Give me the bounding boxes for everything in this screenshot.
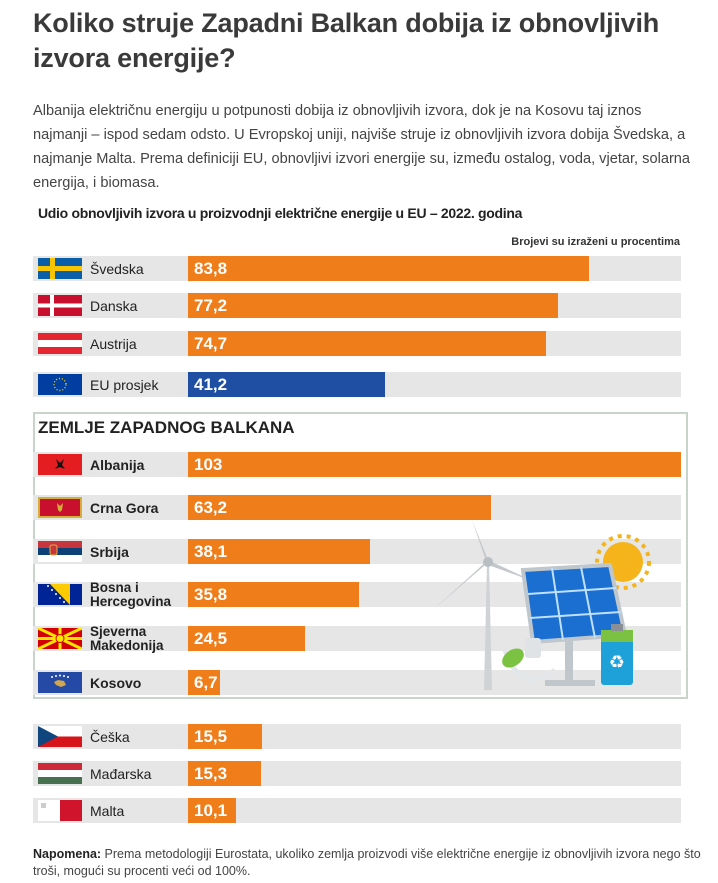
- country-label: Austrija: [90, 335, 137, 352]
- bar-kosovo: [188, 670, 220, 695]
- bar-track: [33, 761, 681, 786]
- bar-svedska: [188, 256, 589, 281]
- austria-flag-icon: [38, 333, 82, 354]
- intro-text: Albanija električnu energiju u potpunost…: [33, 103, 691, 191]
- country-label: Malta: [90, 802, 125, 819]
- hungary-flag-icon: [38, 763, 82, 784]
- bar-eu-prosjek: [188, 372, 385, 397]
- renewable-energy-illustration-icon: ♻: [433, 520, 651, 690]
- western-balkans-title: ZEMLJE ZAPADNOG BALKANA: [38, 418, 295, 437]
- bar-row-eu-prosjek: EU prosjek 41,2: [33, 372, 683, 397]
- country-label: Švedska: [90, 260, 144, 277]
- serbia-flag-icon: [38, 541, 82, 562]
- bar-row-malta: Malta 10,1: [33, 798, 683, 823]
- units-note: Brojevi su izraženi u procentima: [511, 236, 680, 248]
- page-title: Koliko struje Zapadni Balkan dobija iz o…: [33, 8, 660, 73]
- value-label: 77,2: [194, 296, 228, 315]
- value-label: 63,2: [194, 498, 228, 517]
- value-label: 10,1: [194, 801, 228, 820]
- bar-row-madarska: Mađarska 15,3: [33, 761, 683, 786]
- value-label: 6,7: [194, 673, 218, 692]
- value-label: 41,2: [194, 375, 228, 394]
- bar-row-crna-gora: Crna Gora 63,2: [33, 495, 683, 520]
- value-label: 35,8: [194, 585, 228, 604]
- montenegro-flag-icon: [38, 497, 82, 518]
- malta-flag-icon: [38, 800, 82, 821]
- country-label: Bosna i Hercegovina: [90, 579, 172, 609]
- svg-text:♻: ♻: [609, 652, 625, 673]
- bar-bosna-i-hercegovina: [188, 582, 359, 607]
- footnote-label: Napomena:: [33, 847, 102, 861]
- footnote-text: Prema metodologiji Eurostata, ukoliko ze…: [33, 847, 701, 878]
- bar-row-srbija: Srbija 38,1: [33, 539, 683, 564]
- bar-danska: [188, 293, 558, 318]
- country-label: EU prosjek: [90, 376, 159, 393]
- footnote: Napomena: Prema metodologiji Eurostata, …: [33, 846, 703, 880]
- country-label: Češka: [90, 728, 130, 745]
- country-label: Mađarska: [90, 765, 152, 782]
- sweden-flag-icon: [38, 258, 82, 279]
- north-macedonia-flag-icon: [38, 628, 82, 649]
- denmark-flag-icon: [38, 295, 82, 316]
- country-label: Srbija: [90, 543, 129, 560]
- bar-row-austrija: Austrija 74,7: [33, 331, 683, 356]
- bosnia-flag-icon: [38, 584, 82, 605]
- value-label: 74,7: [194, 334, 228, 353]
- czechia-flag-icon: [38, 726, 82, 747]
- bar-row-svedska: Švedska 83,8: [33, 256, 683, 281]
- bar-row-ceska: Češka 15,5: [33, 724, 683, 749]
- bar-row-albanija: Albanija 103: [33, 452, 683, 477]
- albania-flag-icon: [38, 454, 82, 475]
- bar-row-sjeverna-makedonija: Sjeverna Makedonija 24,5: [33, 623, 683, 653]
- eu-flag-icon: [38, 374, 82, 395]
- bar-track: [33, 798, 681, 823]
- bar-ceska: [188, 724, 262, 749]
- bar-srbija: [188, 539, 370, 564]
- bar-track: [33, 724, 681, 749]
- bar-malta: [188, 798, 236, 823]
- kosovo-flag-icon: [38, 672, 82, 693]
- bar-row-danska: Danska 77,2: [33, 293, 683, 318]
- country-label: Albanija: [90, 456, 145, 473]
- value-label: 83,8: [194, 259, 228, 278]
- bar-madarska: [188, 761, 261, 786]
- country-label: Sjeverna Makedonija: [90, 623, 164, 653]
- bar-austrija: [188, 331, 546, 356]
- value-label: 15,3: [194, 764, 228, 783]
- bar-sjeverna-makedonija: [188, 626, 305, 651]
- country-label: Kosovo: [90, 674, 142, 691]
- value-label: 103: [194, 455, 223, 474]
- value-label: 24,5: [194, 629, 228, 648]
- bar-albanija: [188, 452, 681, 477]
- chart-title: Udio obnovljivih izvora u proizvodnji el…: [38, 205, 523, 221]
- value-label: 15,5: [194, 727, 228, 746]
- value-label: 38,1: [194, 542, 228, 561]
- bar-crna-gora: [188, 495, 491, 520]
- country-label: Danska: [90, 297, 138, 314]
- country-label: Crna Gora: [90, 499, 159, 516]
